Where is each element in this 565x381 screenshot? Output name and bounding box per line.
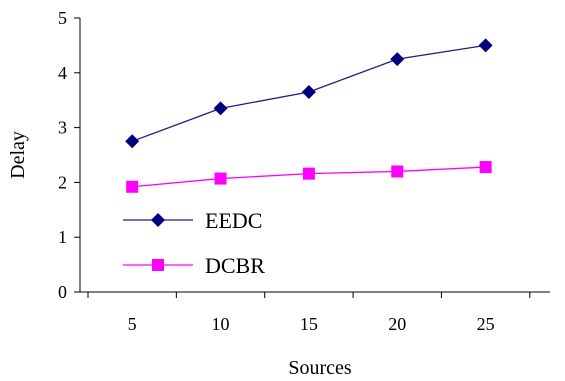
y-tick-label: 2 xyxy=(58,172,67,192)
data-point-eedc xyxy=(390,52,405,67)
data-point-dcbr xyxy=(479,161,492,174)
data-point-eedc xyxy=(125,134,140,149)
y-tick-label: 5 xyxy=(58,8,67,28)
data-point-dcbr xyxy=(214,172,227,185)
legend-label-eedc: EEDC xyxy=(205,208,262,233)
series-layer xyxy=(125,38,493,193)
x-tick-label: 25 xyxy=(477,314,495,334)
series-eedc xyxy=(125,38,493,149)
data-point-eedc xyxy=(213,101,228,116)
x-tick-label: 15 xyxy=(300,314,318,334)
x-tick-label: 10 xyxy=(212,314,230,334)
x-axis-title: Sources xyxy=(288,357,352,379)
data-point-dcbr xyxy=(126,180,139,193)
legend-marker-dcbr xyxy=(152,259,164,271)
y-axis-ticks: 0 1 2 3 4 5 xyxy=(58,8,80,302)
legend-marker-eedc xyxy=(151,213,165,227)
y-axis-title: Delay xyxy=(7,131,29,179)
data-point-dcbr xyxy=(302,167,315,180)
axes xyxy=(79,18,550,293)
series-dcbr xyxy=(126,161,492,193)
legend-label-dcbr: DCBR xyxy=(205,253,265,278)
x-axis-ticks: 5 10 15 20 25 xyxy=(87,292,531,334)
legend: EEDC DCBR xyxy=(123,208,265,278)
y-tick-label: 0 xyxy=(58,282,67,302)
y-tick-label: 4 xyxy=(58,63,67,83)
y-tick-label: 1 xyxy=(58,227,67,247)
x-tick-label: 5 xyxy=(128,314,137,334)
data-point-eedc xyxy=(301,84,316,99)
data-point-eedc xyxy=(478,38,493,53)
data-point-dcbr xyxy=(391,165,404,178)
x-tick-label: 20 xyxy=(388,314,406,334)
y-tick-label: 3 xyxy=(58,118,67,138)
